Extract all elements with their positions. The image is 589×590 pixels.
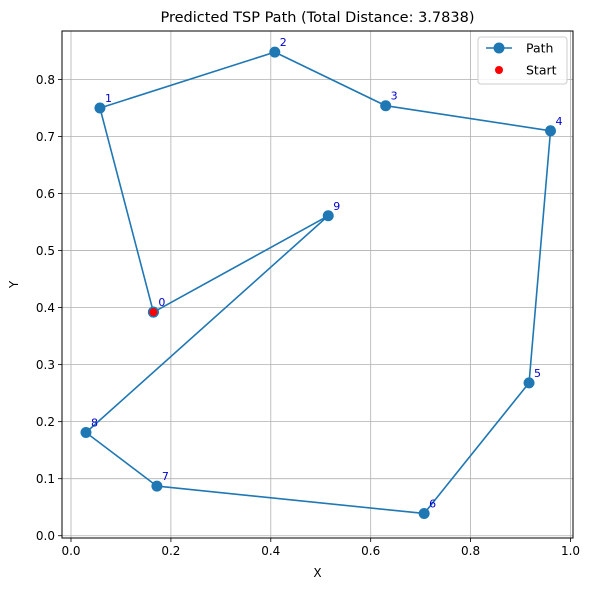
start-point [149, 308, 158, 317]
node-label: 0 [158, 296, 165, 309]
y-tick-label: 0.6 [36, 187, 55, 201]
path-point [380, 100, 392, 112]
node-labels: 0 1 2 3 4 5 6 7 8 9 [91, 36, 563, 510]
x-axis-ticks: 0.0 0.2 0.4 0.6 0.8 1.0 [61, 538, 580, 558]
x-tick-label: 0.8 [461, 544, 480, 558]
node-label: 3 [391, 90, 398, 103]
path-point [80, 426, 92, 438]
y-tick-label: 0.1 [36, 472, 55, 486]
y-axis-label: Y [7, 280, 21, 289]
path-point [269, 46, 281, 58]
path-point [94, 102, 106, 114]
legend: Path Start [477, 36, 568, 85]
path-point [151, 480, 163, 492]
y-tick-label: 0.5 [36, 244, 55, 258]
node-label: 2 [280, 36, 287, 49]
y-axis-ticks: 0.0 0.1 0.2 0.3 0.4 0.5 0.6 0.7 0.8 [36, 73, 62, 543]
y-tick-label: 0.4 [36, 301, 55, 315]
path-line [85, 51, 552, 515]
node-label: 7 [162, 470, 169, 483]
node-label: 6 [429, 497, 436, 510]
path-point [523, 377, 535, 389]
legend-start-marker [495, 66, 503, 74]
x-tick-label: 0.4 [261, 544, 280, 558]
path-series [85, 51, 552, 515]
plot-frame [61, 30, 574, 539]
x-tick-label: 1.0 [561, 544, 580, 558]
legend-path-label: Path [526, 41, 553, 56]
y-tick-label: 0.8 [36, 73, 55, 87]
node-label: 4 [556, 115, 563, 128]
chart-title: Predicted TSP Path (Total Distance: 3.78… [161, 10, 475, 26]
grid-lines [62, 31, 573, 538]
y-tick-label: 0.7 [36, 130, 55, 144]
legend-path-marker [493, 42, 505, 54]
node-label: 5 [534, 367, 541, 380]
node-label: 9 [333, 200, 340, 213]
y-tick-label: 0.3 [36, 358, 55, 372]
x-axis-label: X [313, 566, 321, 580]
x-tick-label: 0.2 [161, 544, 180, 558]
y-tick-label: 0.2 [36, 415, 55, 429]
legend-start-label: Start [526, 63, 557, 78]
x-tick-label: 0.6 [361, 544, 380, 558]
node-label: 8 [91, 416, 98, 429]
path-point [545, 125, 557, 137]
path-point [418, 507, 430, 519]
node-label: 1 [105, 92, 112, 105]
path-markers [80, 46, 557, 519]
path-point [322, 210, 334, 222]
x-tick-label: 0.0 [61, 544, 80, 558]
y-tick-label: 0.0 [36, 529, 55, 543]
